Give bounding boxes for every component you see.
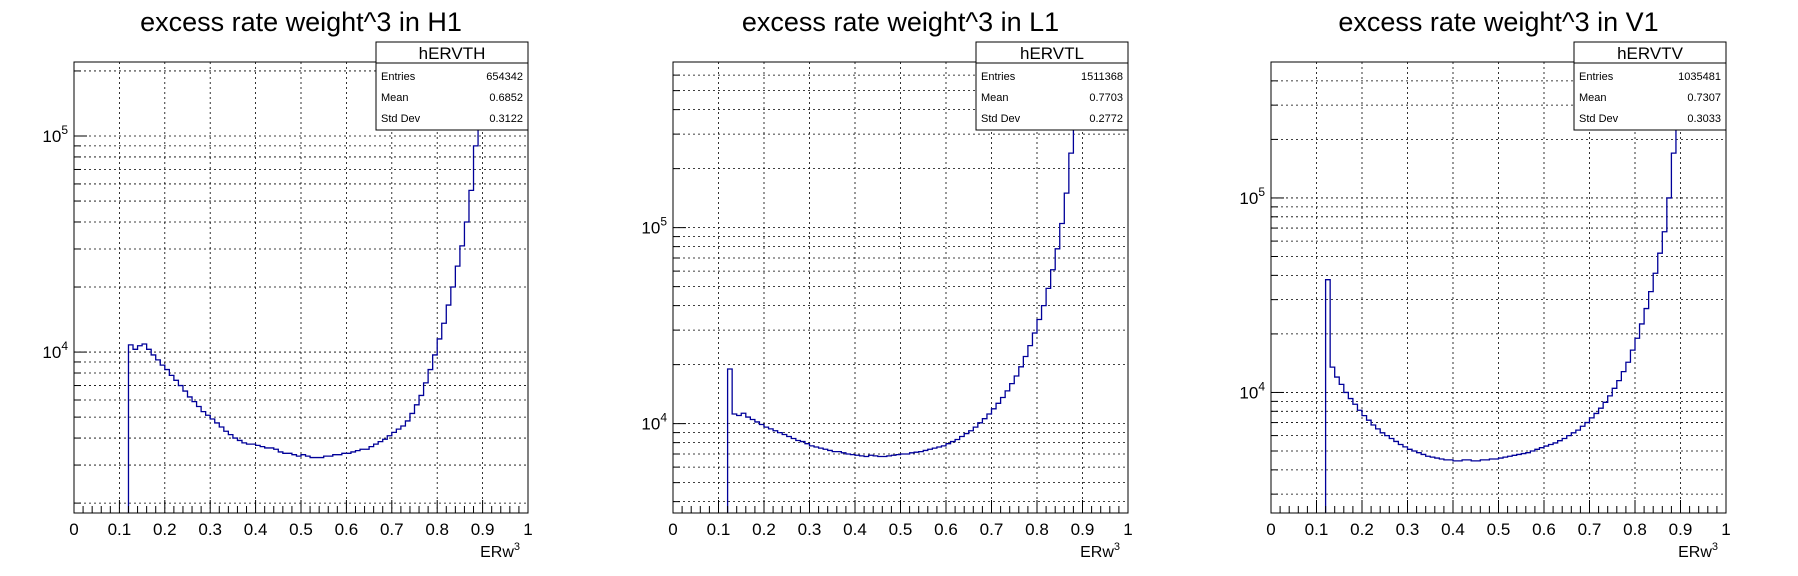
y-tick-base: 10 bbox=[42, 343, 61, 362]
x-tick-label: 0.4 bbox=[244, 520, 268, 539]
x-tick-label: 0.9 bbox=[1669, 520, 1693, 539]
histogram-panel-1: 0 0.1 0.2 0.3 0.4 0.5 0.6 0.7 0.8 0.9 1104105ERw3e… bbox=[42, 7, 532, 561]
stats-label: Mean bbox=[381, 92, 409, 104]
stats-label: Mean bbox=[981, 92, 1009, 104]
x-tick-label: 0.2 bbox=[752, 520, 776, 539]
y-tick-label: 105 bbox=[1239, 185, 1265, 208]
histogram-panel-3: 0 0.1 0.2 0.3 0.4 0.5 0.6 0.7 0.8 0.9 1104105ERw3e… bbox=[1239, 7, 1730, 561]
stats-label: Entries bbox=[1579, 71, 1614, 83]
x-tick-label: 0 bbox=[1266, 520, 1275, 539]
stats-value: 0.7307 bbox=[1687, 92, 1721, 104]
histogram-panel-2: 0 0.1 0.2 0.3 0.4 0.5 0.6 0.7 0.8 0.9 1104105ERw3e… bbox=[641, 7, 1132, 561]
x-tick-label: 1 bbox=[1721, 520, 1730, 539]
y-tick-label: 104 bbox=[42, 339, 68, 362]
y-tick-exponent: 5 bbox=[1258, 185, 1265, 199]
chart-title: excess rate weight^3 in H1 bbox=[140, 7, 462, 37]
y-tick-base: 10 bbox=[1239, 383, 1258, 402]
x-tick-label: 1 bbox=[1123, 520, 1132, 539]
x-tick-label: 1 bbox=[523, 520, 532, 539]
y-tick-label: 105 bbox=[641, 215, 667, 238]
histogram-line bbox=[726, 67, 1083, 513]
x-tick-label: 0.6 bbox=[1532, 520, 1556, 539]
x-axis-label-text: ERw bbox=[1080, 544, 1114, 561]
x-tick-label: 0 bbox=[69, 520, 78, 539]
x-axis-label-text: ERw bbox=[1678, 544, 1712, 561]
stats-value: 0.3122 bbox=[489, 113, 523, 125]
x-axis-label-superscript: 3 bbox=[1712, 541, 1718, 553]
y-tick-exponent: 5 bbox=[660, 215, 667, 229]
x-tick-label: 0.5 bbox=[1487, 520, 1511, 539]
x-tick-label: 0.7 bbox=[380, 520, 404, 539]
x-tick-label: 0.1 bbox=[1305, 520, 1329, 539]
stats-value: 1035481 bbox=[1678, 71, 1721, 83]
stats-label: Std Dev bbox=[1579, 113, 1619, 125]
histogram-line bbox=[127, 65, 483, 513]
x-tick-label: 0.3 bbox=[798, 520, 822, 539]
grid bbox=[74, 62, 528, 513]
x-axis-label-superscript: 3 bbox=[514, 541, 520, 553]
chart-title: excess rate weight^3 in V1 bbox=[1338, 7, 1658, 37]
x-tick-label: 0.3 bbox=[198, 520, 222, 539]
x-tick-label: 0.1 bbox=[707, 520, 731, 539]
stats-title: hERVTL bbox=[1020, 44, 1084, 63]
y-tick-exponent: 5 bbox=[61, 123, 68, 137]
stats-value: 0.7703 bbox=[1089, 92, 1123, 104]
x-tick-label: 0 bbox=[668, 520, 677, 539]
x-axis-label: ERw3 bbox=[1080, 541, 1120, 561]
x-tick-label: 0.2 bbox=[1350, 520, 1374, 539]
x-tick-label: 0.6 bbox=[335, 520, 359, 539]
x-tick-label: 0.7 bbox=[1578, 520, 1602, 539]
x-tick-label: 0.2 bbox=[153, 520, 177, 539]
y-tick-label: 105 bbox=[42, 123, 68, 146]
x-tick-label: 0.8 bbox=[425, 520, 449, 539]
chart-title: excess rate weight^3 in L1 bbox=[742, 7, 1059, 37]
y-tick-base: 10 bbox=[1239, 189, 1258, 208]
stats-label: Entries bbox=[981, 71, 1016, 83]
stats-label: Mean bbox=[1579, 92, 1607, 104]
y-tick-exponent: 4 bbox=[61, 339, 68, 353]
grid bbox=[673, 62, 1128, 513]
stats-label: Std Dev bbox=[381, 113, 421, 125]
stats-value: 654342 bbox=[486, 71, 523, 83]
x-axis-label: ERw3 bbox=[480, 541, 520, 561]
x-tick-label: 0.4 bbox=[1441, 520, 1465, 539]
y-tick-base: 10 bbox=[641, 415, 660, 434]
stats-value: 0.6852 bbox=[489, 92, 523, 104]
y-tick-label: 104 bbox=[1239, 379, 1265, 402]
x-tick-label: 0.8 bbox=[1623, 520, 1647, 539]
x-tick-label: 0.4 bbox=[843, 520, 867, 539]
x-tick-label: 0.5 bbox=[889, 520, 913, 539]
x-tick-label: 0.8 bbox=[1025, 520, 1049, 539]
x-tick-label: 0.9 bbox=[1071, 520, 1095, 539]
x-axis bbox=[1270, 500, 1727, 513]
y-tick-label: 104 bbox=[641, 411, 667, 434]
stats-value: 1511368 bbox=[1081, 71, 1123, 83]
stats-box bbox=[975, 41, 1129, 131]
stats-title: hERVTV bbox=[1617, 44, 1683, 63]
x-axis-label-text: ERw bbox=[480, 544, 514, 561]
stats-value: 0.3033 bbox=[1687, 113, 1721, 125]
x-axis bbox=[73, 500, 529, 513]
stats-label: Std Dev bbox=[981, 113, 1021, 125]
stats-value: 0.2772 bbox=[1089, 113, 1123, 125]
stats-box bbox=[375, 41, 529, 131]
x-tick-label: 0.5 bbox=[289, 520, 313, 539]
stats-title: hERVTH bbox=[419, 44, 486, 63]
stats-box bbox=[1573, 41, 1727, 131]
x-axis bbox=[672, 500, 1129, 513]
x-tick-label: 0.3 bbox=[1396, 520, 1420, 539]
x-axis-label: ERw3 bbox=[1678, 541, 1718, 561]
x-tick-label: 0.7 bbox=[980, 520, 1004, 539]
y-tick-exponent: 4 bbox=[660, 411, 667, 425]
y-tick-base: 10 bbox=[42, 127, 61, 146]
x-tick-label: 0.1 bbox=[108, 520, 132, 539]
x-tick-label: 0.6 bbox=[934, 520, 958, 539]
stats-label: Entries bbox=[381, 71, 416, 83]
y-tick-exponent: 4 bbox=[1258, 379, 1265, 393]
x-axis-label-superscript: 3 bbox=[1114, 541, 1120, 553]
histogram-line bbox=[1324, 70, 1681, 513]
x-tick-label: 0.9 bbox=[471, 520, 495, 539]
y-tick-base: 10 bbox=[641, 219, 660, 238]
